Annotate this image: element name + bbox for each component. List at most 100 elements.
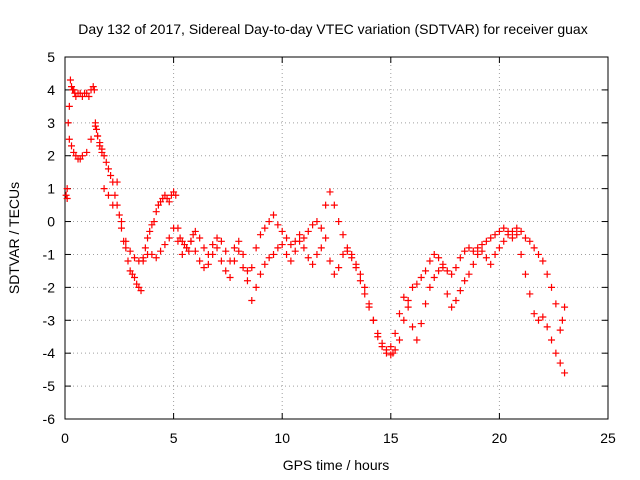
- y-tick-label: 0: [47, 214, 55, 230]
- data-point: [556, 326, 564, 334]
- data-point: [513, 224, 521, 232]
- data-point: [191, 247, 199, 255]
- data-point: [330, 201, 338, 209]
- data-point: [500, 224, 508, 232]
- data-point: [174, 237, 182, 245]
- data-point: [556, 359, 564, 367]
- data-point: [404, 297, 412, 305]
- data-point: [222, 247, 230, 255]
- data-point: [157, 247, 165, 255]
- data-point: [422, 267, 430, 275]
- y-tick-label: -1: [43, 246, 56, 262]
- data-point: [508, 234, 516, 242]
- data-point: [530, 310, 538, 318]
- data-point: [104, 165, 112, 173]
- data-point: [422, 300, 430, 308]
- data-point: [170, 224, 178, 232]
- data-point: [217, 257, 225, 265]
- data-point: [144, 234, 152, 242]
- data-point: [270, 250, 278, 258]
- data-point: [526, 290, 534, 298]
- data-point: [526, 237, 534, 245]
- data-point: [391, 346, 399, 354]
- data-point: [235, 247, 243, 255]
- data-point: [243, 267, 251, 275]
- chart-title: Day 132 of 2017, Sidereal Day-to-day VTE…: [78, 21, 587, 37]
- data-point: [374, 329, 382, 337]
- data-point: [104, 191, 112, 199]
- data-point: [200, 264, 208, 272]
- data-point: [361, 290, 369, 298]
- data-point: [495, 244, 503, 252]
- data-point: [417, 320, 425, 328]
- data-point: [330, 270, 338, 278]
- data-point: [107, 171, 115, 179]
- data-point: [261, 260, 269, 268]
- data-point: [139, 254, 147, 262]
- data-point: [517, 250, 525, 258]
- data-point: [204, 260, 212, 268]
- data-point: [548, 336, 556, 344]
- data-point: [400, 293, 408, 301]
- data-point: [543, 323, 551, 331]
- data-point: [430, 273, 438, 281]
- data-point: [439, 264, 447, 272]
- data-point: [313, 218, 321, 226]
- data-point: [92, 125, 100, 133]
- data-point: [487, 260, 495, 268]
- data-point: [534, 250, 542, 258]
- data-point: [335, 264, 343, 272]
- data-point: [378, 339, 386, 347]
- data-point: [94, 132, 102, 140]
- data-point: [96, 142, 104, 150]
- data-point: [213, 234, 221, 242]
- data-point: [478, 247, 486, 255]
- data-point: [356, 277, 364, 285]
- x-tick-label: 20: [492, 430, 508, 446]
- y-tick-label: -2: [43, 279, 56, 295]
- data-point: [465, 270, 473, 278]
- data-point: [135, 257, 143, 265]
- data-point: [256, 231, 264, 239]
- data-point: [443, 267, 451, 275]
- data-point: [235, 237, 243, 245]
- data-point: [65, 135, 73, 143]
- data-point: [352, 264, 360, 272]
- data-point: [64, 119, 72, 127]
- data-point: [200, 244, 208, 252]
- data-point: [474, 250, 482, 258]
- data-point: [102, 158, 110, 166]
- data-point: [543, 270, 551, 278]
- data-point: [395, 310, 403, 318]
- data-point: [504, 231, 512, 239]
- data-point: [70, 86, 78, 94]
- x-axis: 0 5 10 15 20 25: [61, 57, 616, 446]
- data-point: [122, 237, 130, 245]
- data-point: [309, 260, 317, 268]
- data-point: [395, 336, 403, 344]
- data-point: [187, 237, 195, 245]
- data-point: [230, 244, 238, 252]
- data-point: [178, 250, 186, 258]
- data-point: [248, 264, 256, 272]
- data-point: [539, 257, 547, 265]
- data-point: [391, 329, 399, 337]
- data-point: [469, 260, 477, 268]
- data-point: [222, 267, 230, 275]
- y-tick-label: 4: [47, 82, 55, 98]
- data-point: [89, 83, 97, 91]
- data-point: [141, 244, 149, 252]
- data-point: [487, 234, 495, 242]
- data-point: [83, 148, 91, 156]
- data-point: [126, 247, 134, 255]
- data-point: [456, 287, 464, 295]
- data-point: [413, 336, 421, 344]
- y-tick-label: 3: [47, 115, 55, 131]
- y-tick-label: 2: [47, 148, 55, 164]
- data-point: [561, 303, 569, 311]
- data-point: [152, 208, 160, 216]
- data-point: [248, 297, 256, 305]
- data-point: [443, 290, 451, 298]
- data-point: [117, 218, 125, 226]
- data-point: [261, 224, 269, 232]
